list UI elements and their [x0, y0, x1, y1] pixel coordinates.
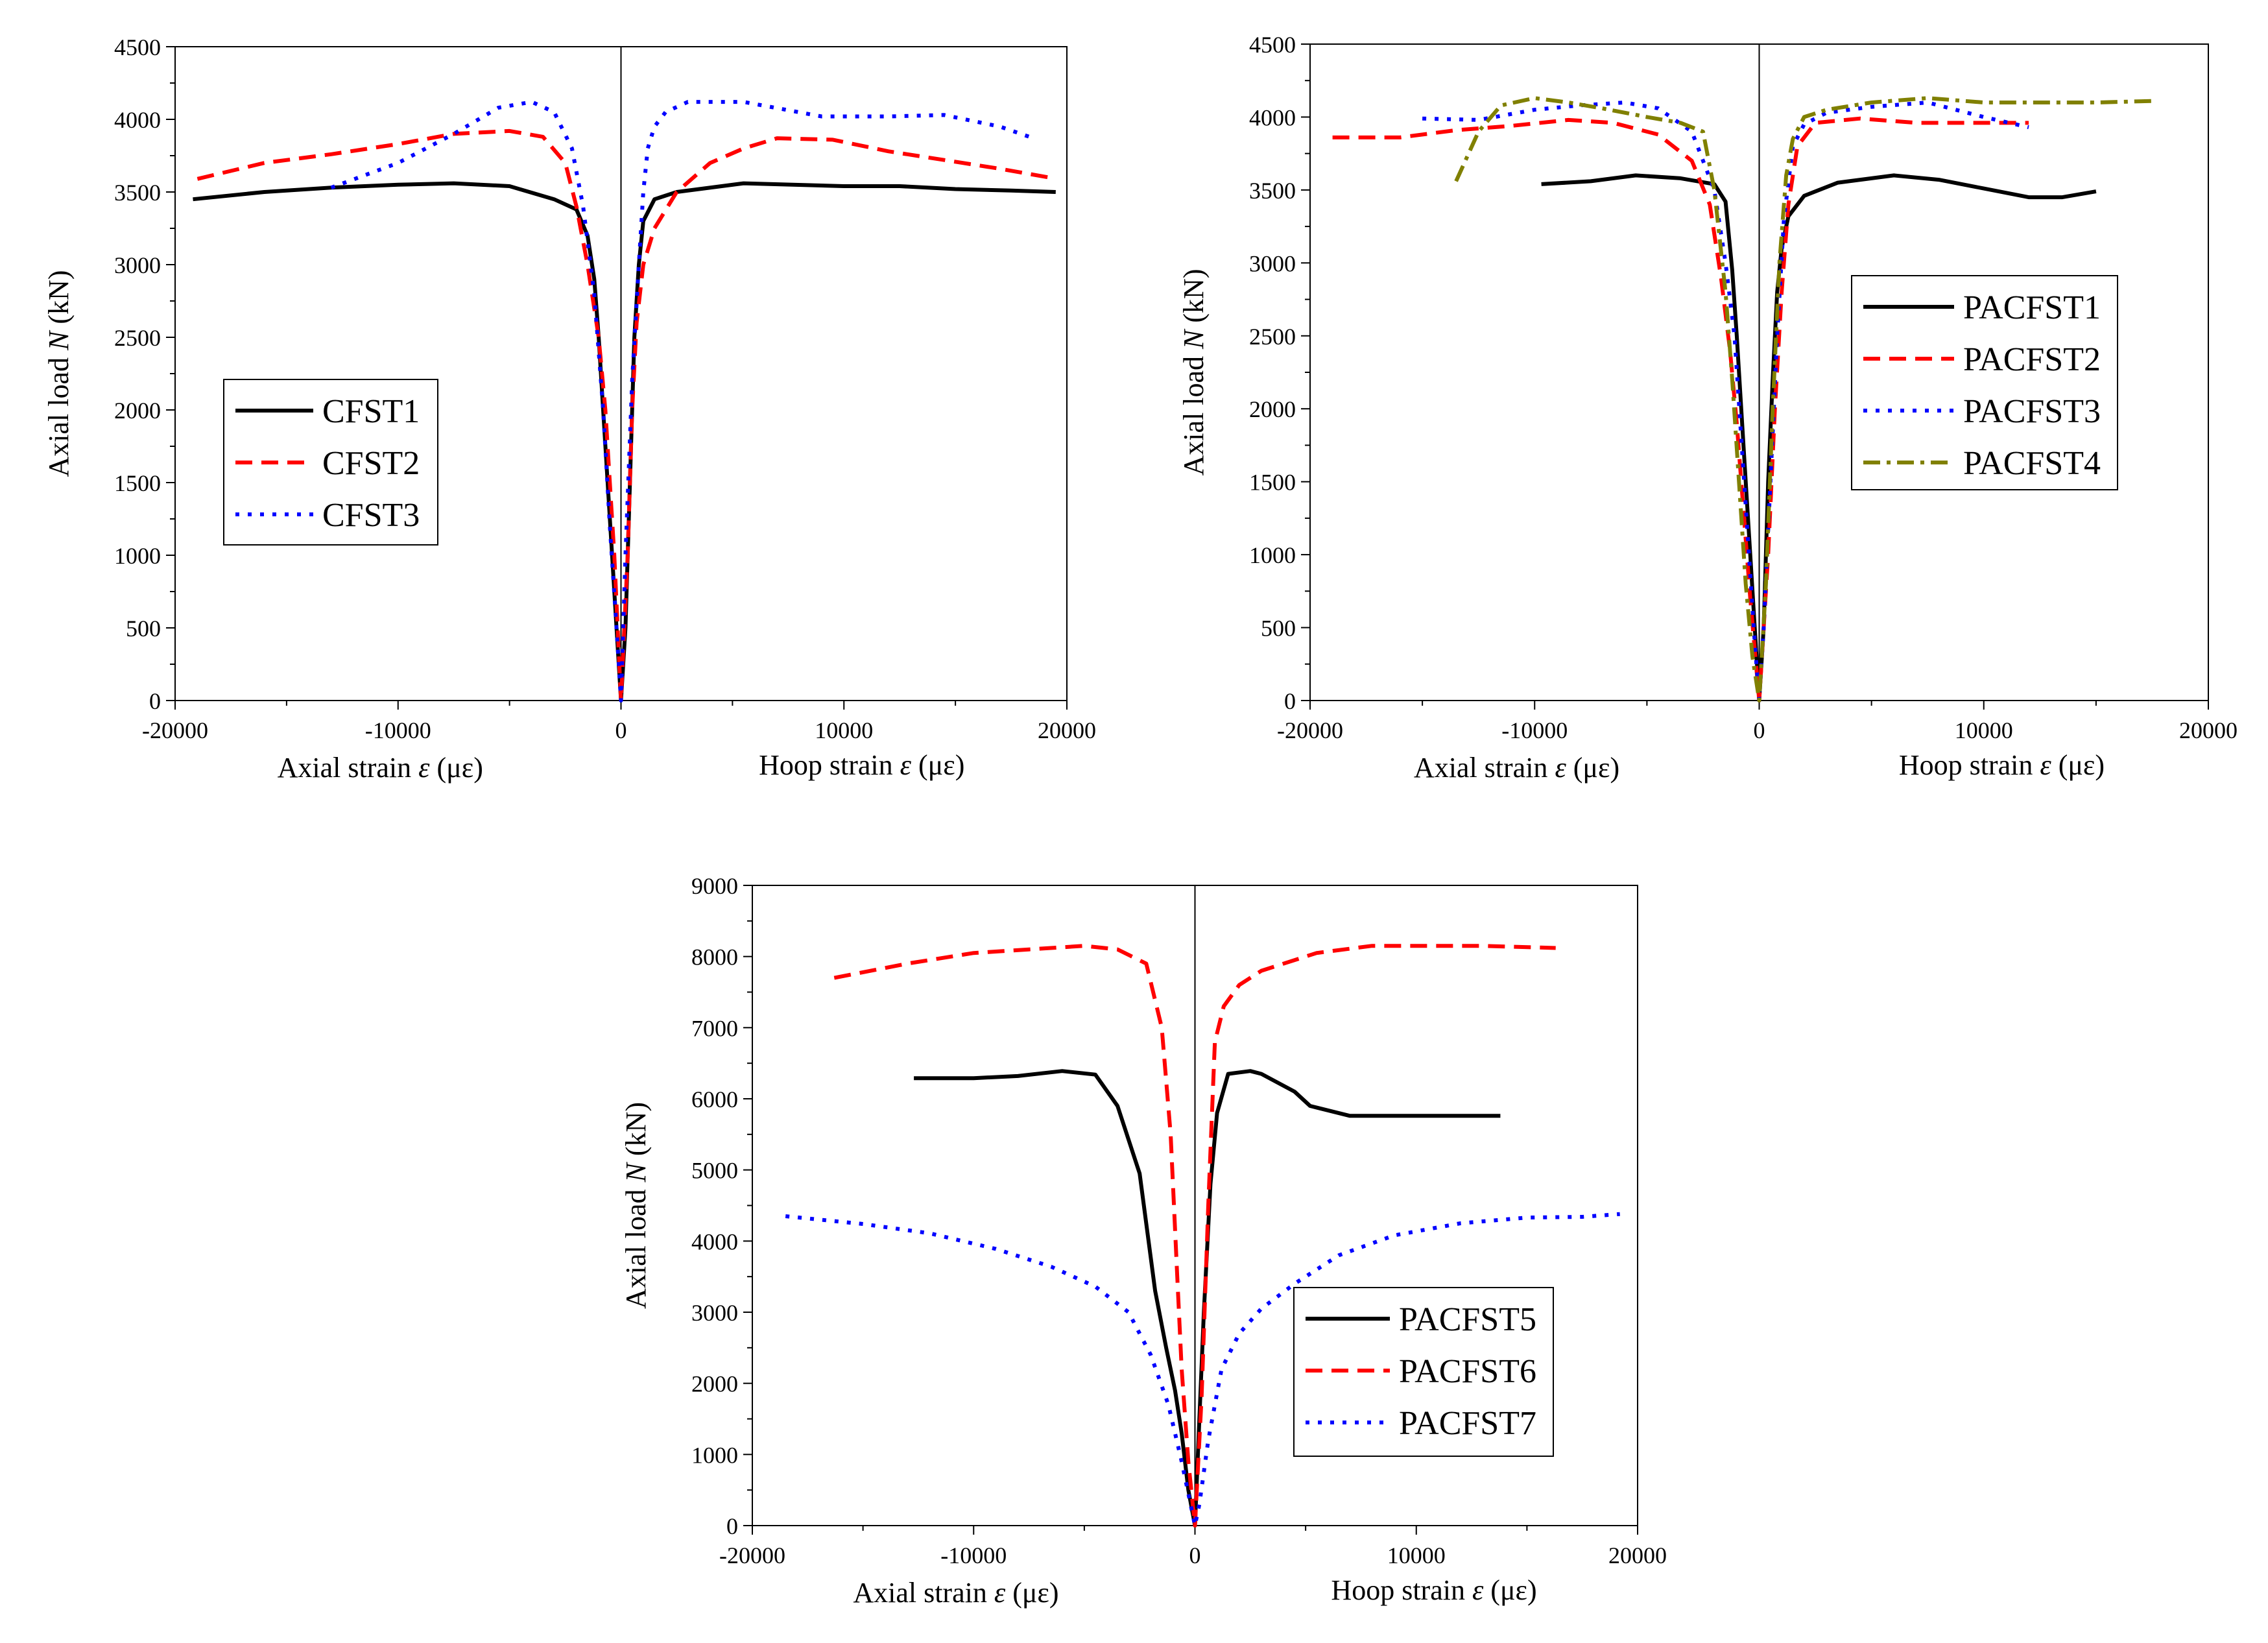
y-tick-label: 5000: [691, 1158, 738, 1184]
series-line-cfst3: [330, 100, 1034, 702]
legend-box: [223, 379, 438, 546]
y-tick-label: 1500: [114, 470, 161, 496]
y-tick-label: 4500: [1249, 32, 1296, 58]
y-tick-label: 0: [149, 688, 161, 714]
legend-label-pacfst7: PACFST7: [1399, 1405, 1536, 1442]
legend: CFST1 CFST2 CFST3: [223, 379, 438, 546]
y-tick-label: 3000: [114, 252, 161, 278]
x-axis-title-axial: Axial strain ε (με): [1414, 752, 1619, 784]
y-axis-title: Axial load N (kN): [1178, 269, 1210, 476]
y-tick-label: 6000: [691, 1086, 738, 1112]
x-tick-label: 20000: [1038, 717, 1096, 743]
legend: PACFST1 PACFST2 PACFST3 PACFST4: [1851, 275, 2118, 490]
legend-label-pacfst5: PACFST5: [1399, 1301, 1536, 1338]
y-axis-title: Axial load N (kN): [620, 1102, 652, 1309]
y-tick-label: 2000: [114, 398, 161, 424]
y-tick-label: 0: [1284, 688, 1296, 714]
x-tick-label: -20000: [719, 1542, 785, 1568]
chart-panel-bottom: -20000 -10000 0 10000 20000 0 1000 2000 3000 4000…: [620, 873, 1667, 1609]
y-tick-label: 1000: [114, 543, 161, 569]
y-tick-label: 4000: [691, 1229, 738, 1254]
series-line-pacfst2: [1332, 116, 2029, 702]
y-tick-label: 1000: [691, 1442, 738, 1468]
y-tick-label: 3500: [1249, 178, 1296, 204]
y-tick-label: 1500: [1249, 470, 1296, 496]
x-tick-label: -10000: [940, 1542, 1007, 1568]
y-axis-title: Axial load N (kN): [43, 270, 75, 477]
legend-label-pacfst2: PACFST2: [1963, 341, 2101, 378]
y-tick-label: 500: [1261, 616, 1296, 642]
y-tick-label: 3500: [114, 180, 161, 206]
y-tick-label: 500: [126, 616, 161, 642]
series-line-cfst2: [197, 128, 1050, 702]
y-tick-label: 4000: [1249, 104, 1296, 130]
y-tick-label: 2500: [1249, 324, 1296, 350]
y-tick-label: 8000: [691, 944, 738, 970]
y-tick-label: 7000: [691, 1015, 738, 1041]
y-tick-label: 4000: [114, 107, 161, 133]
y-tick-label: 2500: [114, 325, 161, 351]
x-axis-title-hoop: Hoop strain ε (με): [759, 749, 964, 781]
legend-label-pacfst6: PACFST6: [1399, 1353, 1536, 1390]
chart-panel-top-left: -20000 -10000 0 10000 20000 0 500 1000 1500 2000 2…: [43, 34, 1096, 784]
x-tick-label: 0: [615, 717, 627, 743]
legend-label-pacfst1: PACFST1: [1963, 289, 2101, 326]
legend-label-cfst3: CFST3: [322, 497, 420, 534]
x-axis-title-axial: Axial strain ε (με): [853, 1577, 1058, 1609]
legend-label-cfst1: CFST1: [322, 393, 420, 430]
series-line-pacfst7: [785, 1212, 1620, 1528]
y-tick-label: 3000: [1249, 250, 1296, 276]
y-tick-label: 1000: [1249, 542, 1296, 568]
x-axis-title-axial: Axial strain ε (με): [278, 752, 483, 784]
legend-label-pacfst4: PACFST4: [1963, 445, 2101, 482]
series-line-pacfst6: [833, 944, 1556, 1528]
x-tick-label: -20000: [1277, 717, 1343, 743]
series-line-pacfst4: [1454, 96, 2153, 702]
x-tick-label: 10000: [1387, 1542, 1446, 1568]
x-tick-label: 10000: [1955, 717, 2013, 743]
chart-panel-top-right: -20000 -10000 0 10000 20000 0 500 1000 1500 2000 2…: [1178, 32, 2238, 784]
legend-box: [1851, 275, 2118, 490]
y-tick-label: 2000: [1249, 396, 1296, 422]
x-tick-label: 20000: [2179, 717, 2238, 743]
x-tick-label: 20000: [1608, 1542, 1667, 1568]
y-tick-label: 2000: [691, 1371, 738, 1397]
y-tick-label: 3000: [691, 1300, 738, 1326]
legend-label-cfst2: CFST2: [322, 445, 420, 482]
x-tick-label: -10000: [1501, 717, 1568, 743]
x-tick-label: -20000: [142, 717, 208, 743]
x-tick-label: 0: [1189, 1542, 1201, 1568]
x-axis-title-hoop: Hoop strain ε (με): [1331, 1574, 1536, 1606]
y-tick-label: 9000: [691, 873, 738, 899]
x-tick-label: 0: [1754, 717, 1765, 743]
x-axis-title-hoop: Hoop strain ε (με): [1899, 749, 2105, 781]
y-tick-label: 0: [726, 1513, 738, 1539]
y-tick-label: 4500: [114, 34, 161, 60]
x-tick-label: 10000: [815, 717, 873, 743]
legend-label-pacfst3: PACFST3: [1963, 393, 2101, 430]
x-tick-label: -10000: [365, 717, 431, 743]
legend: PACFST5 PACFST6 PACFST7: [1293, 1287, 1554, 1457]
